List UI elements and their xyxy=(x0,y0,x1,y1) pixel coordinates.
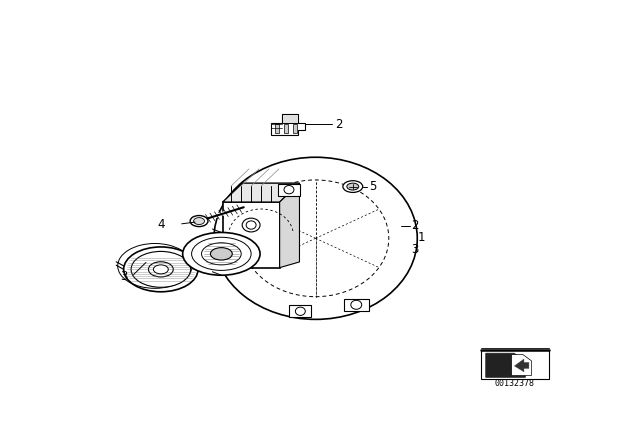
Ellipse shape xyxy=(182,233,260,275)
Polygon shape xyxy=(282,114,298,123)
Polygon shape xyxy=(278,185,300,196)
Ellipse shape xyxy=(351,300,362,309)
Polygon shape xyxy=(486,353,525,377)
Polygon shape xyxy=(223,202,280,267)
Ellipse shape xyxy=(246,221,256,229)
Ellipse shape xyxy=(243,245,259,258)
Ellipse shape xyxy=(242,218,260,232)
Ellipse shape xyxy=(154,265,168,274)
Ellipse shape xyxy=(284,185,294,194)
Ellipse shape xyxy=(131,251,191,287)
Ellipse shape xyxy=(223,260,233,268)
FancyBboxPatch shape xyxy=(292,125,297,133)
FancyBboxPatch shape xyxy=(481,350,548,379)
Ellipse shape xyxy=(202,243,241,265)
Polygon shape xyxy=(218,257,238,271)
Text: 2: 2 xyxy=(335,118,343,131)
Polygon shape xyxy=(515,359,529,372)
Text: 4: 4 xyxy=(157,218,164,231)
Polygon shape xyxy=(511,354,531,375)
Text: 2: 2 xyxy=(412,219,419,232)
Ellipse shape xyxy=(191,237,251,271)
Ellipse shape xyxy=(214,157,417,319)
Ellipse shape xyxy=(343,181,363,193)
Polygon shape xyxy=(271,114,305,135)
Polygon shape xyxy=(289,305,311,317)
Ellipse shape xyxy=(347,183,359,190)
Ellipse shape xyxy=(246,248,255,255)
Text: 00132378: 00132378 xyxy=(495,379,534,388)
Text: 3: 3 xyxy=(120,270,127,283)
Ellipse shape xyxy=(148,262,173,277)
FancyBboxPatch shape xyxy=(284,125,288,133)
Polygon shape xyxy=(223,183,300,202)
Ellipse shape xyxy=(193,218,205,224)
Text: 1: 1 xyxy=(417,231,425,244)
Ellipse shape xyxy=(190,215,208,227)
Ellipse shape xyxy=(124,247,198,292)
Text: 3: 3 xyxy=(412,243,419,256)
Polygon shape xyxy=(344,298,369,311)
Polygon shape xyxy=(280,183,300,267)
Ellipse shape xyxy=(211,248,232,260)
Ellipse shape xyxy=(296,307,305,315)
FancyBboxPatch shape xyxy=(275,125,279,133)
Text: 5: 5 xyxy=(369,180,376,193)
